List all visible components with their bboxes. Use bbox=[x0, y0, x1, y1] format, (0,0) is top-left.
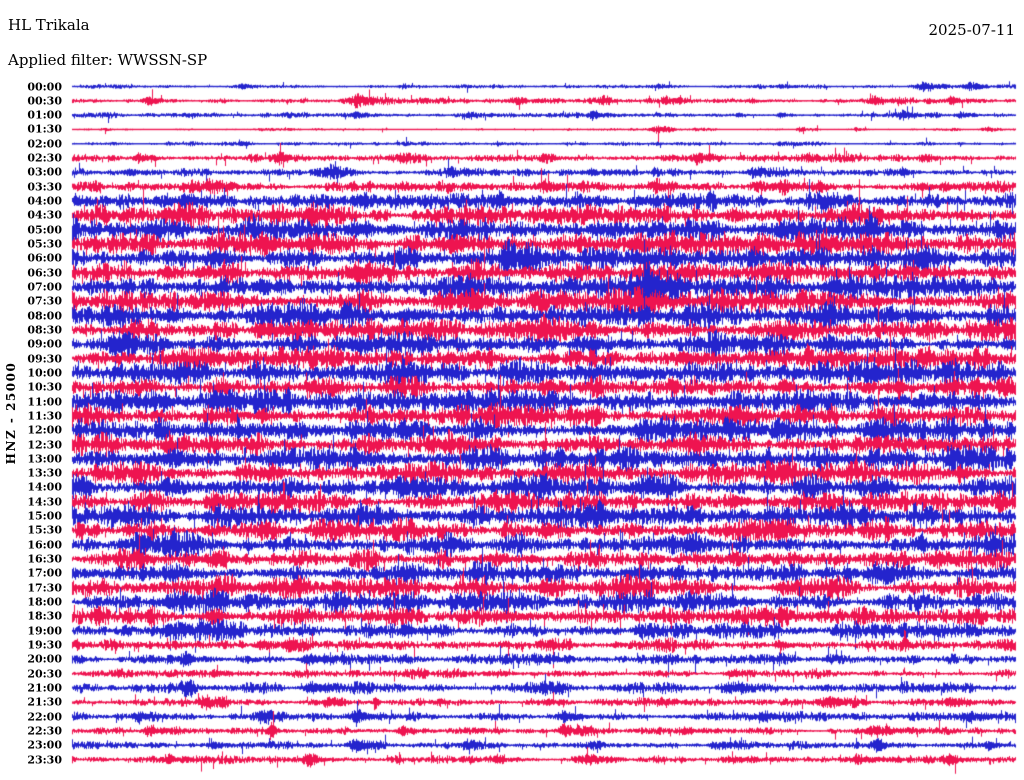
helicorder-page: HL Trikala 2025-07-11 Applied filter: WW… bbox=[0, 0, 1024, 780]
seismogram-canvas bbox=[0, 0, 1024, 780]
